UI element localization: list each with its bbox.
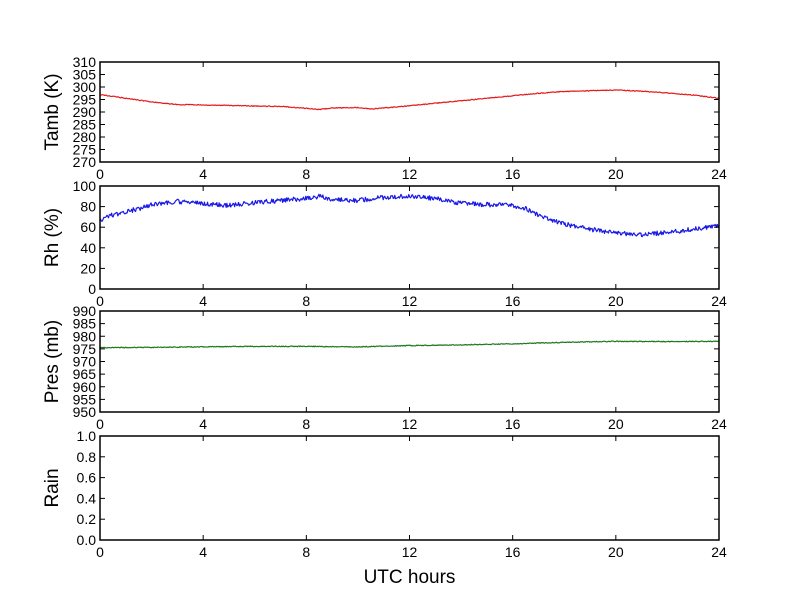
rain-xtick-label-3: 12: [402, 544, 418, 560]
tamb-ytick-label-2: 280: [73, 129, 97, 145]
pres-xtick-label-1: 4: [199, 416, 207, 432]
tamb-xtick-label-0: 0: [96, 166, 104, 182]
pres-ytick-label-5: 975: [73, 341, 97, 357]
rh-xtick-label-4: 16: [505, 293, 521, 309]
pres-ytick-label-7: 985: [73, 316, 97, 332]
rain-xtick-label-2: 8: [302, 544, 310, 560]
rh-xtick-label-3: 12: [402, 293, 418, 309]
pres-xtick-label-6: 24: [711, 416, 727, 432]
rain-xtick-label-5: 20: [608, 544, 624, 560]
rain-xtick-label-0: 0: [96, 544, 104, 560]
pres-xtick-label-4: 16: [505, 416, 521, 432]
rh-xtick-label-0: 0: [96, 293, 104, 309]
rain-ytick-label-5: 1.0: [77, 428, 97, 444]
rain-xtick-label-4: 16: [505, 544, 521, 560]
tamb-ytick-label-1: 275: [73, 142, 97, 158]
pres-ylabel: Pres (mb): [42, 320, 63, 403]
rh-ytick-label-2: 40: [80, 240, 96, 256]
tamb-ytick-label-8: 310: [73, 54, 97, 70]
pres-ytick-label-4: 970: [73, 354, 97, 370]
tamb-xtick-label-5: 20: [608, 166, 624, 182]
rh-series-line-0: [99, 193, 720, 238]
rain-ytick-label-1: 0.2: [77, 511, 97, 527]
tamb-xtick-label-6: 24: [711, 166, 727, 182]
rain-xlabel: UTC hours: [364, 567, 456, 588]
rain-ytick-label-4: 0.8: [77, 449, 97, 465]
rain-xtick-label-6: 24: [711, 544, 727, 560]
pres-ytick-label-8: 990: [73, 303, 97, 319]
tamb-ytick-label-3: 285: [73, 117, 97, 133]
tamb-xtick-label-2: 8: [302, 166, 310, 182]
rain-ytick-label-3: 0.6: [77, 470, 97, 486]
pres-xtick-label-3: 12: [402, 416, 418, 432]
rh-xtick-label-1: 4: [199, 293, 207, 309]
rain-xtick-label-1: 4: [199, 544, 207, 560]
rh-ytick-label-1: 20: [80, 260, 96, 276]
rh-xtick-label-6: 24: [711, 293, 727, 309]
pres-ytick-label-1: 955: [73, 391, 97, 407]
rh-xtick-label-5: 20: [608, 293, 624, 309]
rh-xtick-label-2: 8: [302, 293, 310, 309]
pres-series-line-0: [99, 340, 720, 349]
pres-ytick-label-2: 960: [73, 379, 97, 395]
tamb-xtick-label-4: 16: [505, 166, 521, 182]
tamb-series-line-0: [99, 89, 720, 111]
pres-xtick-label-5: 20: [608, 416, 624, 432]
tamb-ytick-label-0: 270: [73, 154, 97, 170]
tamb-ytick-label-4: 290: [73, 104, 97, 120]
rh-ytick-label-3: 60: [80, 219, 96, 235]
pres-xtick-label-2: 8: [302, 416, 310, 432]
tamb-xtick-label-1: 4: [199, 166, 207, 182]
tamb-ylabel: Tamb (K): [42, 73, 63, 150]
rh-ytick-label-4: 80: [80, 199, 96, 215]
rain-ylabel: Rain: [42, 468, 63, 507]
pres-ytick-label-3: 965: [73, 366, 97, 382]
tamb-ytick-label-6: 300: [73, 79, 97, 95]
pres-ytick-label-0: 950: [73, 404, 97, 420]
pres-ytick-label-6: 980: [73, 328, 97, 344]
tamb-ytick-label-5: 295: [73, 92, 97, 108]
rh-ytick-label-0: 0: [88, 281, 96, 297]
pres-xtick-label-0: 0: [96, 416, 104, 432]
rh-ytick-label-5: 100: [73, 178, 97, 194]
tamb-ytick-label-7: 305: [73, 67, 97, 83]
rh-ylabel: Rh (%): [42, 208, 63, 267]
rain-ytick-label-2: 0.4: [77, 490, 97, 506]
rain-ytick-label-0: 0.0: [77, 532, 97, 548]
tamb-xtick-label-3: 12: [402, 166, 418, 182]
